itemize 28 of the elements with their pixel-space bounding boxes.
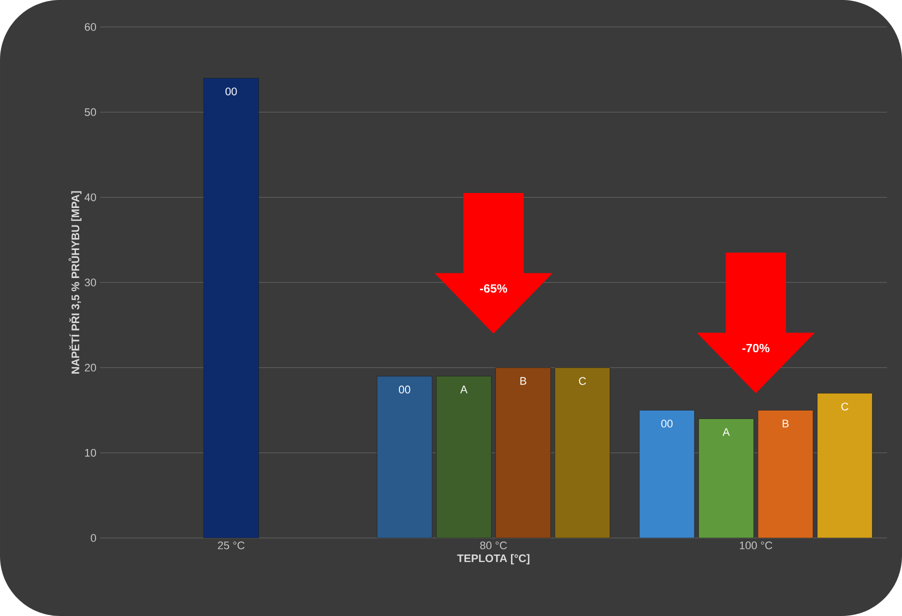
annotation: -70% (742, 344, 770, 352)
bar (817, 393, 873, 538)
y-tick-label: 60 (84, 23, 96, 31)
bar (698, 418, 754, 538)
text: B (782, 420, 789, 428)
y-tick-label: 30 (84, 278, 96, 286)
text: 00 (226, 88, 237, 96)
text: C (579, 377, 586, 385)
x-tick-label: 100 °C (740, 542, 772, 550)
x-tick-label: 25 °C (218, 542, 245, 550)
y-axis-title: NAPĚTÍ PŘI 3,5 % PRŮHYBU [MPA] (68, 191, 82, 374)
series-label: B (520, 377, 526, 385)
x-tick-label: 80 °C (480, 542, 507, 550)
y-tick-label: 10 (85, 448, 96, 457)
bar (758, 410, 814, 538)
y-tick-label: 50 (84, 108, 96, 116)
text: A (722, 428, 730, 436)
series-label: 00 (398, 386, 410, 394)
series-label: C (841, 402, 848, 410)
y-tick-label: 20 (84, 364, 96, 372)
bar (639, 410, 695, 538)
y-tick-label: 40 (84, 193, 96, 202)
bar (495, 367, 551, 538)
text: 00 (661, 420, 673, 428)
y-tick-label: 0 (90, 534, 96, 542)
series-label: A (460, 386, 468, 394)
x-axis-title: TEPLOTA [°C] (457, 554, 530, 564)
annotation: -65% (480, 284, 508, 293)
